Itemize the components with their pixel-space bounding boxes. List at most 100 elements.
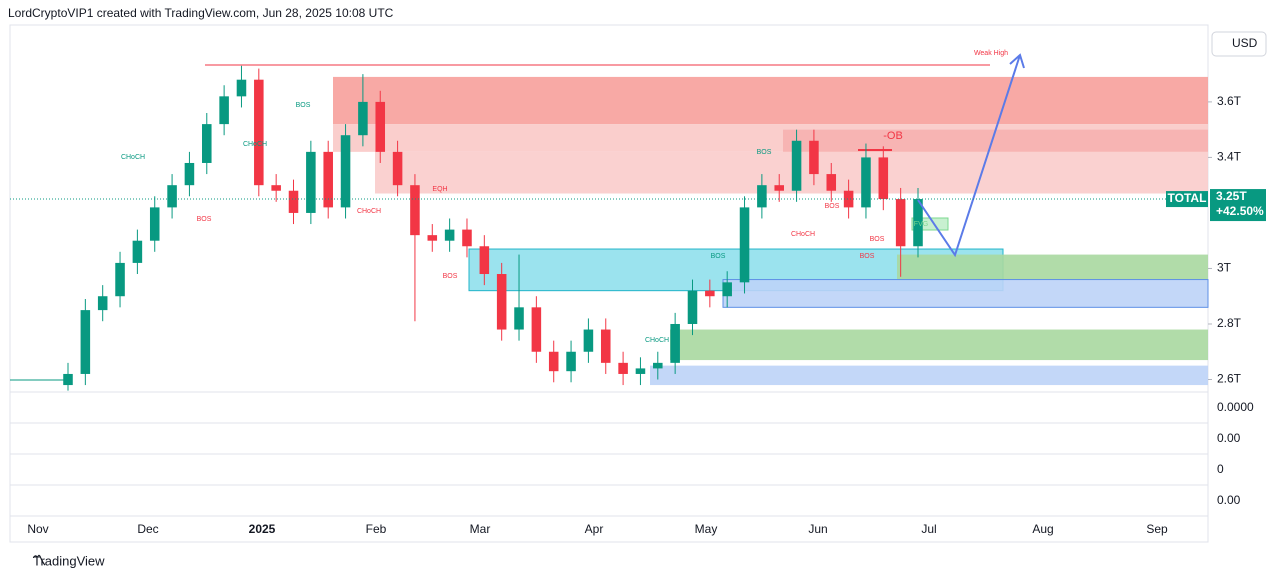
projection bbox=[917, 54, 1021, 258]
zone bbox=[722, 279, 1209, 308]
x-tick-label: Nov bbox=[27, 522, 48, 536]
candle-body bbox=[687, 290, 698, 324]
zone bbox=[650, 365, 1208, 386]
brand-mark: 〽 bbox=[32, 553, 46, 569]
candle-body bbox=[97, 296, 108, 311]
candle-body bbox=[670, 323, 680, 363]
candle-body bbox=[895, 199, 906, 247]
pane-label: 0.0000 bbox=[1217, 400, 1254, 414]
annotation: EQH bbox=[432, 186, 447, 193]
annotation: FVG bbox=[914, 221, 928, 228]
candle-body bbox=[149, 207, 160, 241]
candle-body bbox=[115, 262, 125, 297]
x-tick-label: Mar bbox=[470, 522, 491, 536]
x-tick-label: Dec bbox=[137, 522, 158, 536]
candle-body bbox=[444, 229, 455, 241]
candle-body bbox=[791, 140, 802, 191]
candle-body bbox=[236, 79, 247, 97]
candle-body bbox=[600, 329, 611, 363]
annotation: CHoCH bbox=[791, 231, 815, 238]
candle-body bbox=[184, 162, 195, 186]
candle-body bbox=[323, 151, 333, 208]
candle-body bbox=[427, 235, 438, 241]
annotation: -OB bbox=[883, 130, 903, 142]
candle-body bbox=[496, 274, 507, 330]
pane-label: 0 bbox=[1217, 462, 1224, 476]
candle-body bbox=[392, 151, 403, 186]
brand: TradingView bbox=[33, 553, 105, 568]
x-tick-label: 2025 bbox=[249, 522, 276, 536]
y-tick-label: 2.8T bbox=[1217, 316, 1242, 330]
x-tick-label: Sep bbox=[1146, 522, 1168, 536]
candle-body bbox=[705, 290, 715, 297]
pane-label: 0.00 bbox=[1217, 493, 1241, 507]
zone bbox=[897, 254, 1208, 280]
candle-body bbox=[548, 351, 559, 372]
candle-body bbox=[462, 229, 472, 247]
x-tick-label: Aug bbox=[1032, 522, 1053, 536]
y-tick-label: 2.6T bbox=[1217, 372, 1242, 386]
symbol: TOTAL bbox=[1168, 191, 1207, 205]
annotation: BOS bbox=[757, 149, 772, 156]
candle-body bbox=[479, 246, 490, 275]
candle-body bbox=[913, 199, 923, 247]
zone bbox=[375, 151, 1208, 194]
annotation: BOS bbox=[197, 216, 212, 223]
annotation: CHoCH bbox=[121, 154, 145, 161]
currency-button[interactable] bbox=[1211, 31, 1267, 57]
candle-body bbox=[722, 282, 732, 297]
zone bbox=[333, 76, 1208, 125]
annotation: CHoCH bbox=[645, 337, 669, 344]
annotation: BOS bbox=[443, 273, 458, 280]
candle-body bbox=[219, 96, 229, 125]
candle-body bbox=[566, 351, 576, 372]
annotation: CHoCH bbox=[357, 208, 381, 215]
candle-body bbox=[358, 101, 368, 136]
zone bbox=[670, 329, 1208, 361]
header: LordCryptoVIP1 created with TradingView.… bbox=[8, 6, 394, 20]
candle-body bbox=[635, 368, 646, 374]
candle-body bbox=[739, 207, 750, 283]
y-tick-label: 3.4T bbox=[1217, 150, 1242, 164]
candle-body bbox=[757, 185, 767, 208]
change: +42.50% bbox=[1216, 204, 1264, 218]
last-price: 3.25T bbox=[1216, 189, 1247, 203]
pane-label: 0.00 bbox=[1217, 431, 1241, 445]
symbol-tag bbox=[1166, 191, 1208, 208]
x-tick-label: Jun bbox=[808, 522, 827, 536]
candle-body bbox=[843, 190, 854, 208]
candle-body bbox=[583, 329, 594, 352]
currency: USD bbox=[1232, 36, 1258, 50]
candle-body bbox=[132, 240, 143, 263]
candle-body bbox=[878, 157, 889, 200]
price-tag bbox=[1210, 189, 1266, 222]
zone bbox=[783, 129, 1208, 152]
candle-body bbox=[167, 185, 177, 208]
candle-body bbox=[375, 101, 386, 152]
annotation: CHoCH bbox=[243, 141, 267, 148]
annotation: Weak High bbox=[974, 50, 1008, 57]
annotation: BOS bbox=[870, 236, 885, 243]
candle-body bbox=[63, 373, 73, 386]
candle-body bbox=[514, 307, 524, 330]
x-tick-label: Jul bbox=[921, 522, 936, 536]
x-tick-label: May bbox=[695, 522, 718, 536]
projection-head bbox=[1009, 53, 1025, 69]
candle-body bbox=[809, 140, 819, 175]
annotation: BOS bbox=[296, 102, 311, 109]
candle-body bbox=[774, 185, 784, 191]
candle-body bbox=[254, 79, 264, 186]
candle-body bbox=[410, 185, 420, 236]
candle-body bbox=[306, 151, 316, 213]
y-tick-label: 3.6T bbox=[1217, 94, 1242, 108]
candle-body bbox=[80, 310, 91, 374]
candle-body bbox=[531, 307, 542, 352]
x-tick-label: Feb bbox=[366, 522, 387, 536]
x-tick-label: Apr bbox=[585, 522, 604, 536]
candle-body bbox=[826, 174, 837, 191]
candle-body bbox=[202, 124, 212, 163]
candle-body bbox=[653, 362, 663, 369]
annotation: BOS bbox=[860, 253, 875, 260]
